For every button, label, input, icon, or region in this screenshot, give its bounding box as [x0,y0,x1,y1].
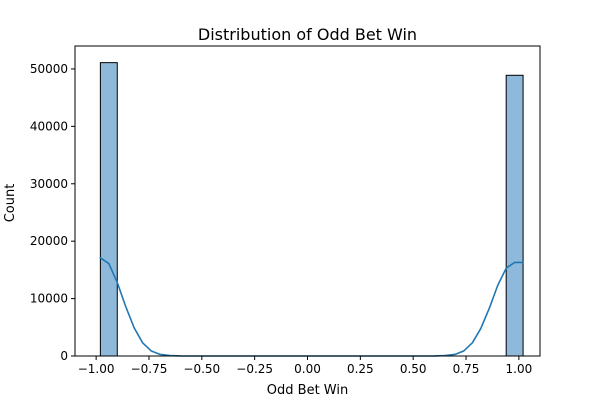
x-axis-label: Odd Bet Win [267,383,348,398]
x-ticks-layer: −1.00 −0.75 −0.50 −0.25 0.00 0.25 0.50 0.75 1.00 [78,356,532,376]
kde-layer [99,257,524,357]
y-tick-label: 10000 [30,292,68,306]
x-tick-label: 1.00 [506,362,533,376]
x-tick-label: −1.00 [78,362,115,376]
histogram-bar-1 [505,74,524,357]
y-tick-label: 30000 [30,177,68,191]
x-tick-label: −0.25 [236,362,273,376]
y-tick-label: 0 [60,349,68,363]
y-ticks-layer: 0 10000 20000 30000 40000 50000 [30,62,75,363]
y-axis-label: Count [3,184,18,223]
y-tick-label: 20000 [30,234,68,248]
chart-title: Distribution of Odd Bet Win [198,25,417,44]
kde-line [99,257,524,357]
x-tick-label: −0.50 [183,362,220,376]
bars-layer [99,62,524,357]
x-tick-label: −0.75 [131,362,168,376]
x-tick-label: 0.75 [453,362,480,376]
y-tick-label: 40000 [30,119,68,133]
y-tick-label: 50000 [30,62,68,76]
plot-frame [74,45,541,357]
x-tick-label: 0.50 [400,362,427,376]
x-tick-label: 0.25 [347,362,374,376]
x-tick-label: 0.00 [294,362,321,376]
histogram-bar-0 [99,62,118,357]
